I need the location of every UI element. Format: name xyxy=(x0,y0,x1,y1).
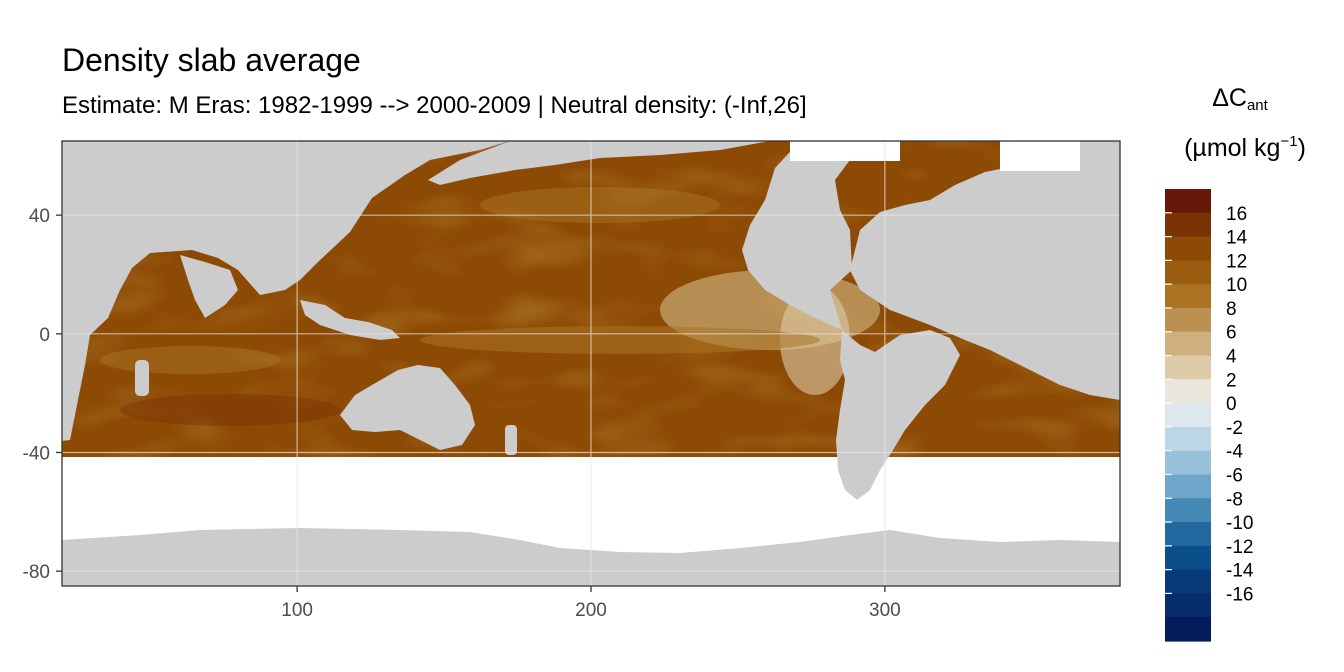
ocean-band-north-pacific xyxy=(480,187,720,223)
legend-label: 2 xyxy=(1226,370,1237,391)
x-tick-label: 100 xyxy=(281,600,313,621)
y-axis: 40 0 -40 -80 xyxy=(23,206,62,583)
legend-swatch xyxy=(1165,426,1211,452)
map-panel xyxy=(62,141,1120,586)
legend-swatch xyxy=(1165,522,1211,547)
legend-label: 16 xyxy=(1226,204,1247,225)
ocean-band-indian xyxy=(100,346,280,374)
africa xyxy=(62,141,510,441)
legend-label: 14 xyxy=(1226,228,1248,249)
legend-swatch xyxy=(1165,212,1211,238)
legend-swatch xyxy=(1165,498,1211,523)
legend-swatch xyxy=(1165,593,1211,618)
legend-label: 6 xyxy=(1226,323,1237,344)
legend-label: -12 xyxy=(1226,537,1253,558)
legend-label: 8 xyxy=(1226,299,1237,320)
legend-swatch xyxy=(1165,617,1211,642)
north-america-west xyxy=(742,141,880,330)
australia xyxy=(340,365,475,450)
legend-label: -10 xyxy=(1226,513,1253,534)
legend-title: ΔCant xyxy=(1190,84,1290,114)
legend-label: -8 xyxy=(1226,489,1243,510)
legend-swatch xyxy=(1165,284,1211,309)
legend-unit: (µmol kg−1) xyxy=(1150,133,1340,163)
arctic-white xyxy=(790,141,900,161)
legend-unit-sup: −1 xyxy=(1280,133,1298,150)
x-tick-label: 300 xyxy=(869,600,901,621)
legend-swatch xyxy=(1165,569,1211,595)
ocean-band-trop-pacific xyxy=(420,326,820,354)
south-america xyxy=(836,330,960,500)
chart-subtitle: Estimate: M Eras: 1982-1999 --> 2000-200… xyxy=(62,92,807,119)
legend-swatch xyxy=(1165,331,1211,357)
legend-label: 12 xyxy=(1226,251,1247,272)
legend-swatch xyxy=(1165,545,1211,571)
y-tick-label: -80 xyxy=(23,562,50,583)
legend-swatch xyxy=(1165,403,1211,428)
legend-label: 0 xyxy=(1226,394,1237,415)
legend-label: -2 xyxy=(1226,418,1243,439)
legend-label: 4 xyxy=(1226,347,1237,368)
legend-swatch xyxy=(1165,450,1211,476)
legend-colorbar xyxy=(1165,189,1211,642)
legend-label: -16 xyxy=(1226,584,1253,605)
legend-unit-post: ) xyxy=(1297,134,1306,162)
x-axis: 100 200 300 xyxy=(281,586,901,621)
legend-title-main: ΔC xyxy=(1212,84,1247,112)
y-tick-label: 0 xyxy=(39,325,50,346)
legend-unit-pre: (µmol kg xyxy=(1184,134,1281,162)
legend-swatch xyxy=(1165,355,1211,380)
ocean-high-anomaly-south-indian xyxy=(120,394,340,426)
legend-label: 10 xyxy=(1226,275,1247,296)
legend-label: -4 xyxy=(1226,442,1243,463)
legend-swatch xyxy=(1165,189,1211,214)
legend-label: -14 xyxy=(1226,561,1254,582)
legend-swatch xyxy=(1165,307,1211,333)
y-tick-label: 40 xyxy=(29,206,50,227)
new-zealand xyxy=(505,425,517,455)
legend-label: -6 xyxy=(1226,465,1243,486)
legend-swatch xyxy=(1165,236,1211,261)
legend-swatch xyxy=(1165,379,1211,404)
greenland-white xyxy=(1000,141,1080,171)
legend-swatch xyxy=(1165,474,1211,499)
x-tick-label: 200 xyxy=(575,600,607,621)
indonesia xyxy=(300,300,400,340)
legend-swatch xyxy=(1165,260,1211,285)
y-tick-label: -40 xyxy=(23,444,50,465)
eurasia-north xyxy=(428,141,770,185)
india xyxy=(180,255,238,318)
gridlines xyxy=(62,141,1120,586)
chart-title: Density slab average xyxy=(62,42,361,78)
legend-title-sub: ant xyxy=(1246,97,1268,114)
ice-white xyxy=(790,141,1080,171)
madagascar xyxy=(135,360,149,396)
north-america-east xyxy=(850,141,1120,400)
